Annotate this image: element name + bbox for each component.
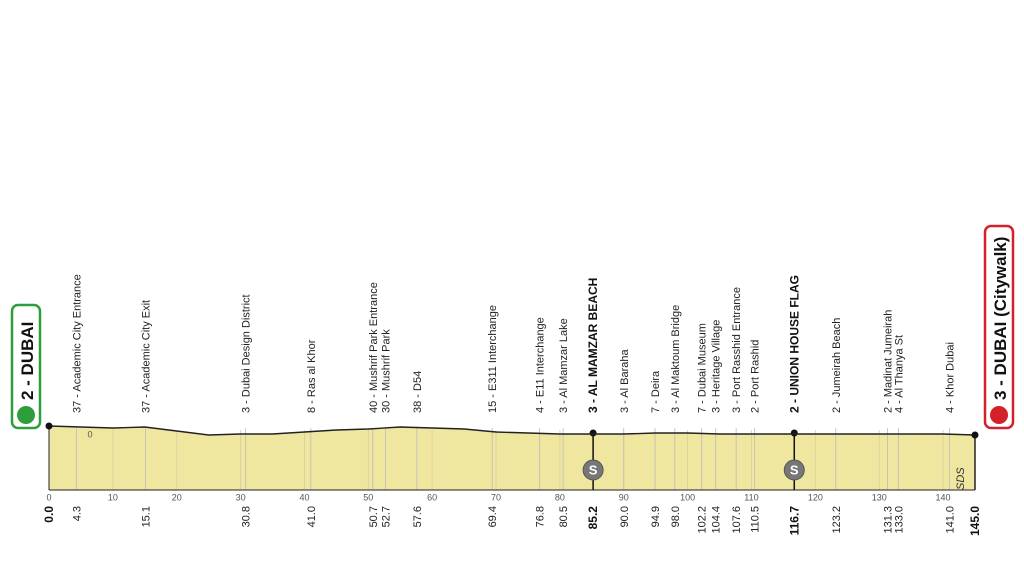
waypoint-label: 3 - AL MAMZAR BEACH bbox=[586, 278, 600, 413]
waypoint-km: 141.0 bbox=[944, 506, 956, 534]
waypoint-km: 98.0 bbox=[670, 506, 682, 527]
finish-km: 145.0 bbox=[968, 506, 982, 536]
start-icon bbox=[17, 406, 35, 424]
waypoint-km: 131.3 bbox=[883, 506, 895, 534]
waypoint-label: 15 - E311 Interchange bbox=[487, 305, 499, 413]
waypoint-label: 4 - Khor Dubai bbox=[944, 342, 956, 413]
waypoint-label: 2 - Port Rashid bbox=[750, 340, 762, 413]
x-tick-label: 0 bbox=[46, 492, 51, 502]
waypoint-km: 4.3 bbox=[71, 506, 83, 521]
waypoint-label: 7 - Deira bbox=[650, 370, 662, 413]
waypoint-km: 57.6 bbox=[412, 506, 424, 527]
x-tick-label: 40 bbox=[299, 492, 309, 502]
start-label: 2 - DUBAI bbox=[18, 322, 37, 400]
x-tick-label: 60 bbox=[427, 492, 437, 502]
waypoint-km: 104.4 bbox=[711, 506, 723, 534]
start-dot bbox=[45, 422, 53, 430]
sprint-icon bbox=[783, 459, 805, 481]
waypoint-label: 3 - Al Baraha bbox=[619, 349, 631, 413]
waypoint-km: 69.4 bbox=[487, 506, 499, 527]
profile-line bbox=[48, 425, 976, 436]
x-tick-label: 120 bbox=[808, 492, 823, 502]
waypoint-label: 40 - Mushrif Park Entrance bbox=[368, 282, 380, 413]
waypoint-label: 3 - Port Rasshid Entrance bbox=[731, 287, 743, 413]
waypoint-label: 2 - Madinat Jumeirah bbox=[883, 310, 895, 413]
sprint-dot bbox=[790, 429, 798, 437]
finish-label: 3 - DUBAI (Citywalk) bbox=[991, 237, 1010, 400]
waypoint-km: 76.8 bbox=[534, 506, 546, 527]
x-tick-label: 10 bbox=[108, 492, 118, 502]
profile-area bbox=[49, 426, 975, 490]
waypoint-label: 2 - Jumeirah Beach bbox=[831, 318, 843, 413]
x-tick-label: 50 bbox=[363, 492, 373, 502]
waypoint-label: 4 - E11 Interchange bbox=[534, 317, 546, 413]
waypoint-label: 8 - Ras al Khor bbox=[306, 339, 318, 413]
waypoint-km: 15.1 bbox=[140, 506, 152, 527]
waypoint-label: 3 - Dubai Design District bbox=[241, 294, 253, 413]
waypoint-label: 4 - Al Thanya St bbox=[893, 335, 905, 413]
waypoint-km: 90.0 bbox=[619, 506, 631, 527]
x-tick-label: 100 bbox=[680, 492, 695, 502]
finish-box bbox=[983, 224, 1015, 430]
sprint-icon-label: S bbox=[589, 462, 598, 477]
waypoint-km: 110.5 bbox=[750, 506, 762, 533]
waypoint-km: 85.2 bbox=[586, 506, 600, 530]
waypoint-label: 37 - Academic City Exit bbox=[140, 300, 152, 413]
x-tick-label: 30 bbox=[236, 492, 246, 502]
finish-icon bbox=[990, 406, 1008, 424]
waypoint-label: 7 - Dubai Museum bbox=[697, 323, 709, 413]
waypoint-km: 107.6 bbox=[731, 506, 743, 534]
x-tick-label: 130 bbox=[872, 492, 887, 502]
waypoint-km: 50.7 bbox=[368, 506, 380, 527]
start-km: 0.0 bbox=[42, 506, 56, 523]
waypoint-km: 52.7 bbox=[381, 506, 393, 527]
waypoint-label: 37 - Academic City Entrance bbox=[71, 274, 83, 413]
waypoint-km: 102.2 bbox=[697, 506, 709, 534]
brand: SDS bbox=[955, 467, 967, 490]
x-tick-label: 140 bbox=[936, 492, 951, 502]
waypoint-label: 2 - UNION HOUSE FLAG bbox=[787, 275, 801, 413]
x-tick-label: 110 bbox=[744, 492, 758, 502]
x-tick-label: 90 bbox=[619, 492, 629, 502]
sprint-icon bbox=[582, 459, 604, 481]
y-tick-label: 0 bbox=[87, 429, 92, 439]
waypoint-km: 133.0 bbox=[893, 506, 905, 534]
waypoint-km: 94.9 bbox=[650, 506, 662, 527]
waypoint-label: 3 - Al Maktoum Bridge bbox=[670, 305, 682, 413]
x-tick-label: 20 bbox=[172, 492, 182, 502]
finish-dot bbox=[971, 431, 979, 439]
sprint-icon-label: S bbox=[790, 462, 799, 477]
waypoint-km: 123.2 bbox=[831, 506, 843, 534]
waypoint-label: 38 - D54 bbox=[412, 371, 424, 413]
sprint-dot bbox=[589, 429, 597, 437]
waypoint-label: 3 - Al Mamzar Lake bbox=[558, 318, 570, 413]
waypoint-label: 3 - Heritage Village bbox=[711, 320, 723, 413]
waypoint-km: 80.5 bbox=[558, 506, 570, 527]
x-tick-label: 80 bbox=[555, 492, 565, 502]
start-box bbox=[10, 303, 42, 430]
waypoint-label: 30 - Mushrif Park bbox=[381, 329, 393, 413]
waypoint-km: 41.0 bbox=[306, 506, 318, 527]
x-tick-label: 70 bbox=[491, 492, 501, 502]
waypoint-km: 30.8 bbox=[241, 506, 253, 527]
waypoint-km: 116.7 bbox=[787, 506, 801, 536]
